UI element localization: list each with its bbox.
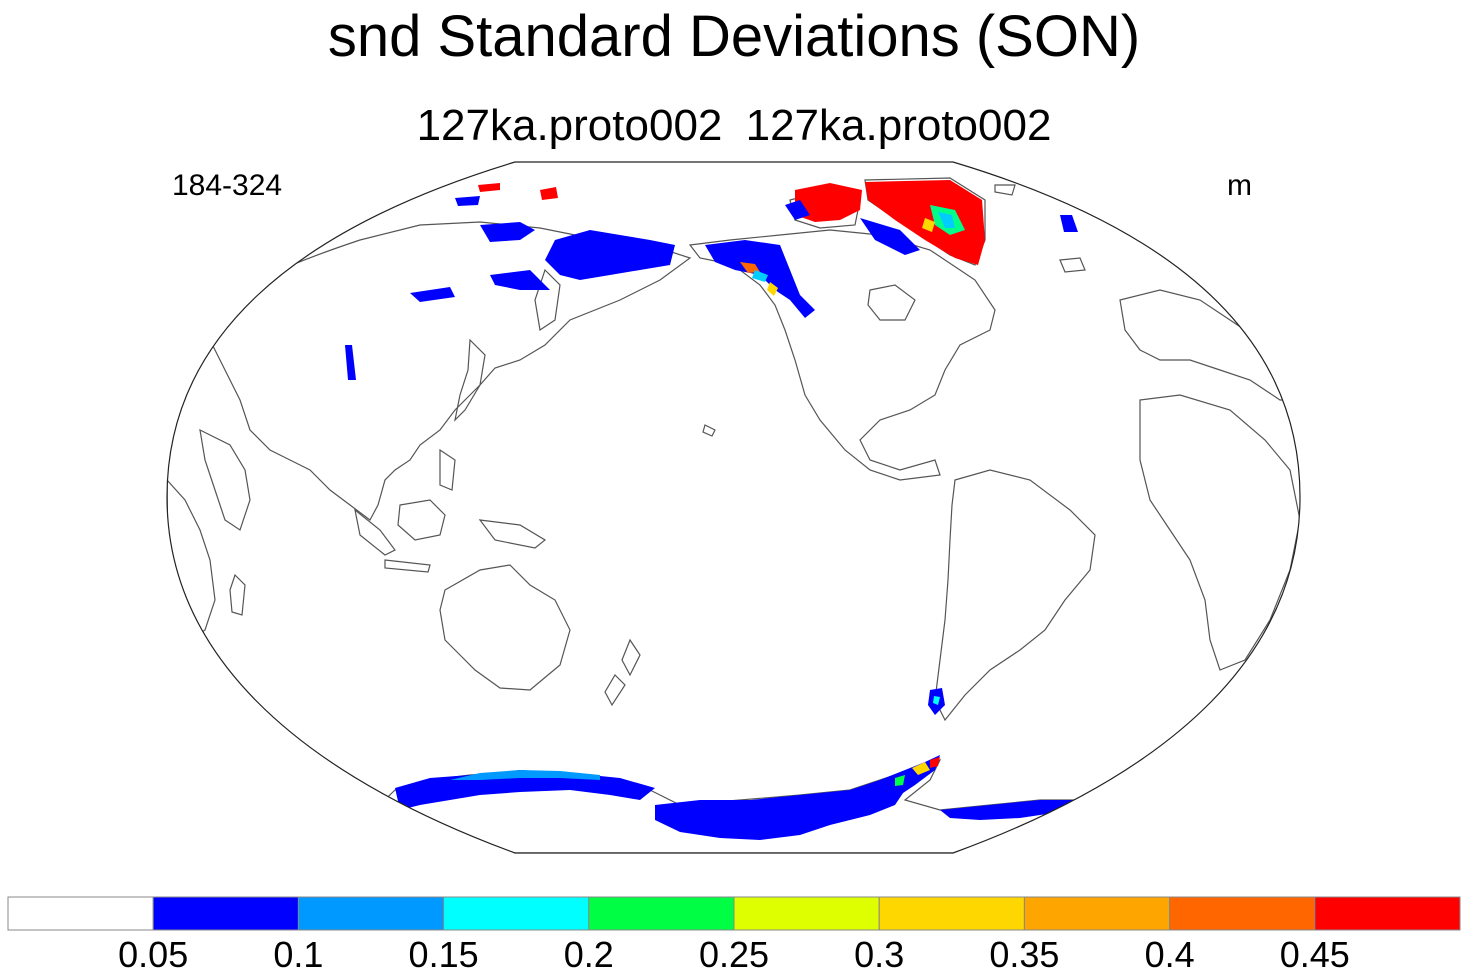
colorbar-tick-label: 0.3 bbox=[854, 934, 905, 975]
snow-arctic-ne-red bbox=[540, 187, 558, 200]
snow-alaska-cyan bbox=[752, 270, 768, 282]
map-interior bbox=[167, 177, 1300, 853]
units-label: m bbox=[1227, 169, 1252, 202]
snow-antarctica-coast-blue bbox=[450, 770, 600, 780]
coastline-kamchatka bbox=[534, 268, 561, 332]
snow-central-asia2 bbox=[345, 345, 356, 380]
coastline-svalbard bbox=[994, 184, 1016, 196]
colorbar-box bbox=[1169, 896, 1316, 931]
snow-svalbard bbox=[1060, 215, 1078, 232]
coastline-west-africa bbox=[1139, 394, 1300, 671]
coastline-australia bbox=[439, 564, 571, 691]
colorbar-box bbox=[443, 896, 590, 931]
coastline-philippines bbox=[439, 448, 456, 491]
snow-alaska-yellow bbox=[767, 282, 778, 296]
colorbar-tick-label: 0.25 bbox=[698, 934, 770, 975]
colorbar-box bbox=[1314, 896, 1461, 931]
coastline-hawaii bbox=[702, 424, 716, 437]
snow-andes-cyan bbox=[933, 696, 940, 705]
colorbar-boxes bbox=[7, 896, 1461, 931]
coastline-japan bbox=[454, 338, 486, 422]
snow-peninsula-yellow bbox=[912, 762, 930, 775]
coastline-hudson-bay bbox=[867, 284, 916, 321]
coastline-borneo bbox=[397, 499, 446, 541]
colorbar-tick-label: 0.1 bbox=[273, 934, 324, 975]
chart-title: snd Standard Deviations (SON) bbox=[327, 4, 1141, 69]
coastline-south-america bbox=[934, 469, 1096, 722]
snow-fields bbox=[345, 180, 1078, 840]
snow-alaska-blue bbox=[705, 240, 815, 318]
snow-arctic-islands-blue bbox=[785, 200, 920, 255]
snow-arctic-ne2 bbox=[478, 183, 500, 192]
snow-arctic-ne3 bbox=[455, 196, 480, 206]
snow-antarctica-far-east bbox=[940, 800, 1075, 820]
coastline-new-zealand bbox=[604, 638, 641, 707]
snow-greenland-center2 bbox=[938, 212, 955, 228]
colorbar-tick-label: 0.35 bbox=[989, 934, 1060, 975]
coastline-sumatra bbox=[354, 508, 396, 556]
coastline-iceland bbox=[1059, 257, 1086, 273]
colorbar-box bbox=[733, 896, 880, 931]
colorbar-tick-label: 0.2 bbox=[563, 934, 614, 975]
colorbar-box bbox=[878, 896, 1025, 931]
coastline-new-guinea bbox=[478, 519, 547, 549]
snow-central-asia1 bbox=[410, 287, 455, 302]
time-range-label: 184-324 bbox=[172, 169, 283, 202]
snow-peninsula-green bbox=[895, 775, 905, 786]
snow-arctic-islands-red bbox=[795, 183, 862, 222]
snow-siberia-small1 bbox=[480, 222, 535, 242]
colorbar-box bbox=[152, 896, 299, 931]
colorbar-box bbox=[7, 896, 154, 931]
snow-antarctica-west bbox=[655, 780, 905, 840]
snow-siberia-small2 bbox=[490, 270, 550, 290]
coastline-india bbox=[199, 428, 251, 531]
snow-siberia-ne bbox=[545, 230, 675, 280]
coastline-madagascar bbox=[229, 573, 246, 616]
coastline-north-america bbox=[688, 229, 996, 481]
colorbar-box bbox=[297, 896, 445, 931]
colorbar-box bbox=[1023, 896, 1171, 931]
snow-greenland-yellow bbox=[922, 218, 935, 232]
colorbar-tick-label: 0.4 bbox=[1144, 934, 1195, 975]
chart-subtitle: 127ka.proto002 127ka.proto002 bbox=[416, 101, 1052, 150]
colorbar-tick-label: 0.45 bbox=[1279, 934, 1350, 975]
snow-peninsula-red bbox=[930, 757, 940, 768]
colorbar-tick-label: 0.15 bbox=[408, 934, 479, 975]
coastline-java bbox=[384, 559, 431, 573]
colorbar-box bbox=[588, 896, 735, 931]
colorbar-tick-label: 0.05 bbox=[118, 934, 189, 975]
map-border bbox=[166, 161, 1301, 854]
coastline-europe bbox=[1119, 289, 1300, 401]
